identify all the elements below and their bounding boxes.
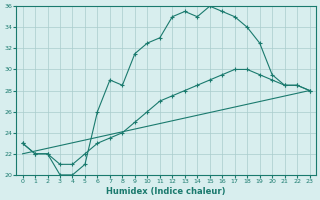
X-axis label: Humidex (Indice chaleur): Humidex (Indice chaleur): [106, 187, 226, 196]
